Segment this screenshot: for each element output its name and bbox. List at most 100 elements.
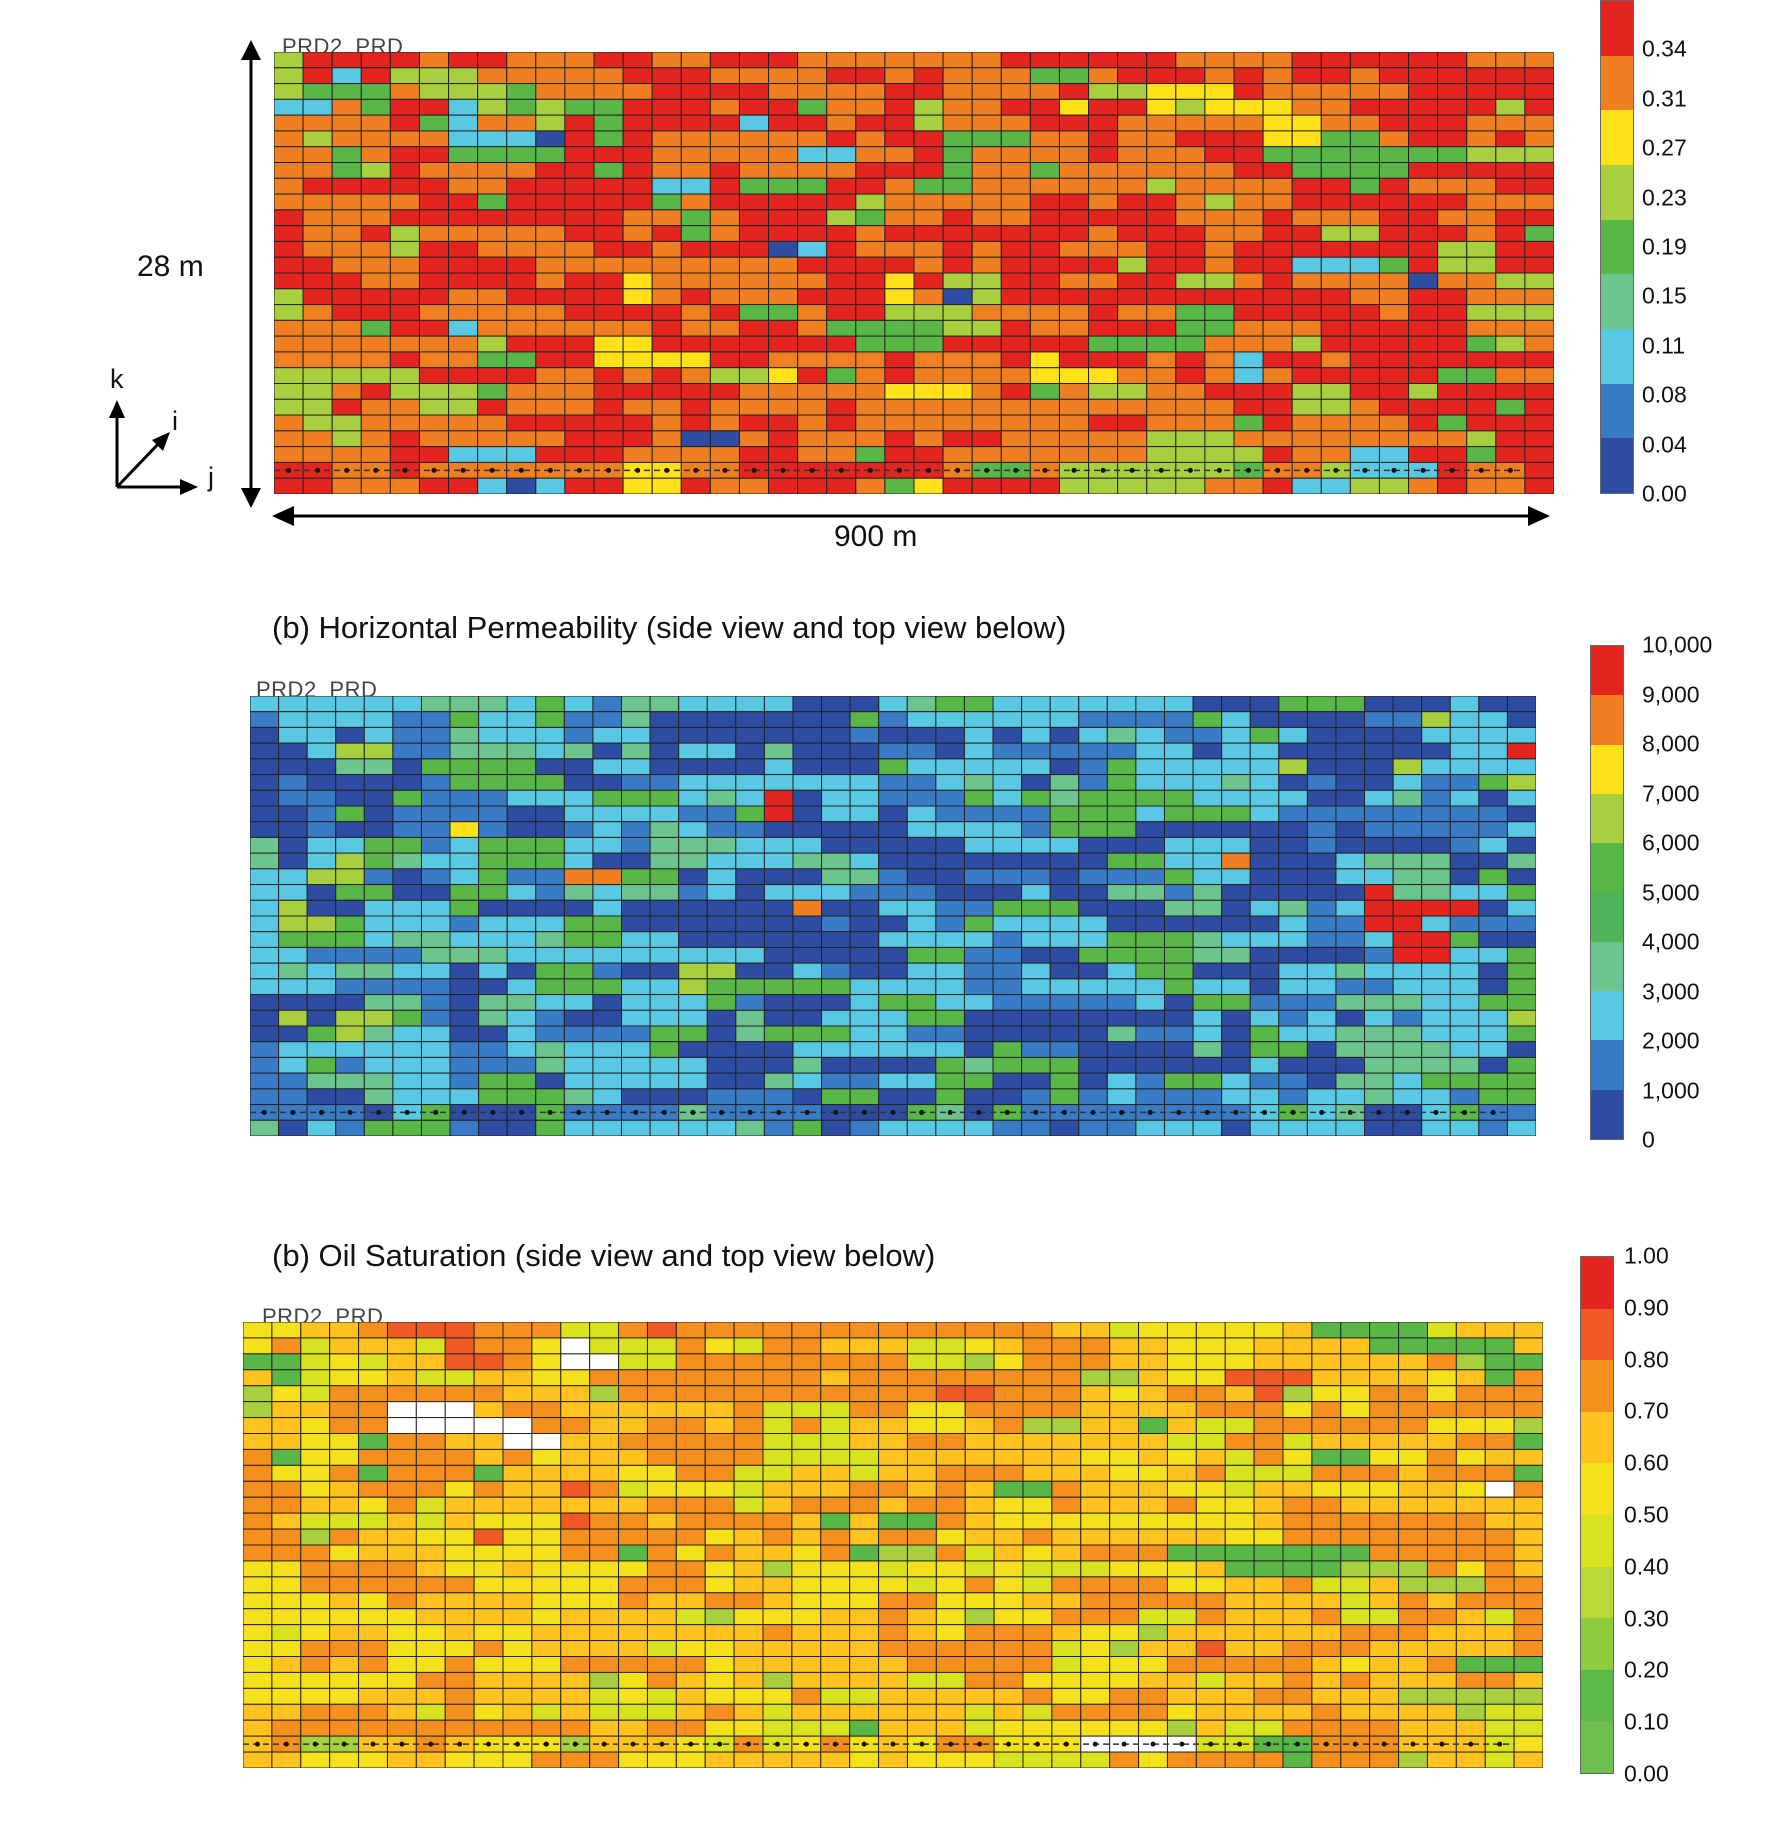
grid-cell: [935, 1687, 966, 1705]
grid-cell: [1506, 821, 1536, 838]
grid-cell: [278, 978, 308, 996]
grid-cell: [477, 177, 508, 195]
grid-cell: [791, 1448, 822, 1466]
grid-cell: [389, 383, 420, 400]
grid-cell: [704, 1719, 735, 1737]
grid-cell: [1478, 915, 1508, 933]
grid-cell: [963, 742, 994, 760]
grid-cell: [1058, 383, 1090, 400]
grid-cell: [449, 789, 480, 807]
grid-cell: [250, 821, 280, 838]
grid-cell: [243, 1528, 273, 1546]
grid-cell: [1495, 319, 1526, 337]
grid-cell: [1364, 915, 1394, 933]
grid-cell: [250, 726, 280, 744]
grid-cell: [331, 177, 362, 195]
grid-cell: [1282, 1448, 1313, 1466]
grid-cell: [1058, 351, 1090, 369]
grid-cell: [1278, 711, 1308, 728]
grid-cell: [821, 711, 851, 728]
grid-cell: [963, 946, 994, 964]
grid-cell: [1135, 884, 1165, 901]
grid-cell: [420, 836, 451, 854]
grid-cell: [1340, 1656, 1371, 1673]
well-perforation-marker: [976, 1109, 982, 1115]
grid-cell: [680, 272, 711, 290]
grid-cell: [271, 1576, 302, 1594]
grid-cell: [278, 946, 308, 964]
well-perforation-marker: [1497, 1741, 1503, 1747]
grid-cell: [1378, 130, 1410, 148]
grid-cell: [1175, 52, 1206, 69]
grid-cell: [1166, 1544, 1197, 1562]
grid-cell: [964, 1369, 995, 1387]
grid-cell: [506, 1088, 537, 1106]
grid-cell: [646, 1417, 677, 1434]
grid-cell: [444, 1608, 475, 1626]
grid-cell: [706, 1072, 737, 1090]
grid-cell: [849, 931, 880, 948]
grid-cell: [535, 1009, 565, 1027]
grid-cell: [618, 1719, 648, 1737]
grid-cell: [1088, 114, 1119, 132]
grid-cell: [329, 1671, 360, 1689]
grid-cell: [335, 789, 365, 807]
grid-cell: [1192, 774, 1223, 791]
grid-cell: [1029, 446, 1060, 463]
grid-cell: [906, 931, 937, 948]
grid-cell: [849, 994, 880, 1011]
well-perforation-marker: [1233, 1109, 1239, 1115]
grid-cell: [329, 1719, 360, 1737]
grid-cell: [1426, 1401, 1457, 1419]
grid-cell: [1192, 758, 1223, 776]
grid-cell: [278, 884, 308, 901]
grid-cell: [1224, 1608, 1255, 1626]
grid-cell: [300, 1448, 331, 1466]
grid-cell: [1106, 915, 1137, 933]
grid-cell: [1349, 446, 1380, 463]
grid-cell: [386, 1417, 417, 1434]
grid-cell: [906, 1576, 937, 1594]
grid-cell: [358, 1719, 388, 1737]
grid-cell: [1426, 1656, 1457, 1673]
grid-cell: [849, 821, 880, 838]
grid-cell: [1392, 1072, 1423, 1090]
grid-cell: [622, 98, 653, 116]
grid-cell: [1000, 335, 1031, 353]
well-perforation-marker: [838, 467, 844, 473]
grid-cell: [1340, 1687, 1371, 1705]
grid-cell: [300, 1544, 331, 1562]
grid-cell: [506, 1056, 537, 1074]
grid-cell: [1466, 177, 1497, 195]
grid-cell: [1166, 1401, 1197, 1419]
grid-cell: [1135, 726, 1165, 744]
grid-cell: [1340, 1624, 1371, 1642]
grid-cell: [706, 899, 737, 917]
grid-cell: [1426, 1337, 1457, 1355]
grid-cell: [709, 114, 740, 132]
grid-cell: [1117, 335, 1148, 353]
grid-cell: [506, 162, 537, 179]
grid-cell: [535, 288, 566, 306]
grid-cell: [1233, 414, 1264, 432]
well-perforation-marker: [286, 467, 292, 473]
grid-cell: [906, 1433, 937, 1450]
grid-cell: [331, 209, 362, 227]
grid-cell: [1253, 1640, 1284, 1658]
grid-cell: [415, 1719, 446, 1737]
grid-cell: [531, 1544, 562, 1562]
grid-cell: [675, 1417, 706, 1434]
grid-cell: [820, 1496, 851, 1514]
grid-cell: [386, 1656, 417, 1673]
grid-cell: [473, 1528, 504, 1546]
grid-cell: [964, 1671, 995, 1689]
grid-cell: [964, 1608, 995, 1626]
grid-cell: [906, 1025, 937, 1043]
grid-cell: [593, 240, 624, 258]
grid-cell: [1398, 1608, 1428, 1626]
grid-cell: [1455, 1464, 1486, 1482]
grid-cell: [646, 1703, 677, 1721]
grid-cell: [1262, 256, 1293, 274]
grid-cell: [1506, 852, 1536, 870]
grid-cell: [473, 1480, 504, 1498]
